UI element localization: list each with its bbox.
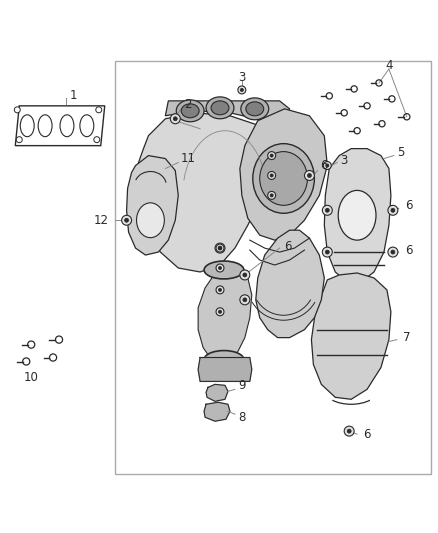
Circle shape bbox=[218, 246, 222, 250]
Ellipse shape bbox=[176, 100, 204, 122]
Ellipse shape bbox=[181, 104, 199, 118]
Polygon shape bbox=[324, 149, 391, 282]
Text: 6: 6 bbox=[405, 244, 413, 256]
Polygon shape bbox=[138, 113, 270, 272]
Text: 1: 1 bbox=[69, 90, 77, 102]
Text: 3: 3 bbox=[340, 154, 348, 167]
Circle shape bbox=[243, 298, 247, 302]
Text: 11: 11 bbox=[181, 152, 196, 165]
Text: 6: 6 bbox=[405, 199, 413, 212]
Circle shape bbox=[322, 205, 332, 215]
Bar bbox=[115, 61, 431, 474]
Circle shape bbox=[391, 208, 395, 212]
Circle shape bbox=[238, 86, 246, 94]
Ellipse shape bbox=[241, 98, 268, 120]
Ellipse shape bbox=[137, 203, 164, 238]
Polygon shape bbox=[204, 402, 230, 421]
Circle shape bbox=[268, 151, 276, 159]
Circle shape bbox=[307, 173, 311, 177]
Circle shape bbox=[96, 107, 102, 113]
Ellipse shape bbox=[253, 144, 314, 213]
Circle shape bbox=[122, 215, 131, 225]
Text: 12: 12 bbox=[94, 214, 109, 227]
Circle shape bbox=[325, 250, 329, 254]
Circle shape bbox=[243, 273, 247, 277]
Circle shape bbox=[219, 288, 222, 292]
Ellipse shape bbox=[211, 101, 229, 115]
Circle shape bbox=[344, 426, 354, 436]
Ellipse shape bbox=[260, 151, 307, 205]
Text: 9: 9 bbox=[238, 379, 246, 392]
Circle shape bbox=[94, 136, 100, 143]
Circle shape bbox=[391, 250, 395, 254]
Text: 10: 10 bbox=[24, 371, 39, 384]
Circle shape bbox=[268, 191, 276, 199]
Circle shape bbox=[325, 208, 329, 212]
Circle shape bbox=[216, 244, 224, 252]
Text: 6: 6 bbox=[363, 427, 371, 441]
Ellipse shape bbox=[206, 97, 234, 119]
Circle shape bbox=[268, 172, 276, 180]
Text: 4: 4 bbox=[385, 59, 392, 71]
Circle shape bbox=[347, 429, 351, 433]
Polygon shape bbox=[256, 230, 324, 337]
Circle shape bbox=[173, 117, 177, 121]
Circle shape bbox=[270, 154, 273, 157]
Polygon shape bbox=[198, 268, 252, 361]
Polygon shape bbox=[206, 384, 228, 401]
Circle shape bbox=[270, 194, 273, 197]
Ellipse shape bbox=[204, 351, 244, 368]
Ellipse shape bbox=[246, 102, 264, 116]
Polygon shape bbox=[198, 358, 252, 382]
Circle shape bbox=[219, 310, 222, 313]
Circle shape bbox=[215, 243, 225, 253]
Circle shape bbox=[216, 286, 224, 294]
Text: 3: 3 bbox=[238, 71, 246, 85]
Circle shape bbox=[219, 266, 222, 270]
Circle shape bbox=[322, 247, 332, 257]
Circle shape bbox=[388, 205, 398, 215]
Ellipse shape bbox=[204, 261, 244, 279]
Circle shape bbox=[170, 114, 180, 124]
Circle shape bbox=[270, 174, 273, 177]
Text: 8: 8 bbox=[238, 411, 246, 424]
Circle shape bbox=[124, 218, 129, 222]
Circle shape bbox=[326, 164, 329, 167]
Text: 5: 5 bbox=[397, 146, 405, 159]
Circle shape bbox=[219, 246, 222, 249]
Circle shape bbox=[240, 295, 250, 305]
Text: 2: 2 bbox=[184, 99, 192, 111]
Circle shape bbox=[323, 161, 331, 169]
Circle shape bbox=[216, 264, 224, 272]
Polygon shape bbox=[165, 101, 290, 126]
Text: 6: 6 bbox=[284, 240, 291, 253]
Ellipse shape bbox=[338, 190, 376, 240]
Circle shape bbox=[304, 171, 314, 181]
Circle shape bbox=[216, 308, 224, 316]
Circle shape bbox=[16, 136, 22, 143]
Circle shape bbox=[240, 270, 250, 280]
Text: 6: 6 bbox=[321, 159, 328, 172]
Circle shape bbox=[14, 107, 20, 113]
Circle shape bbox=[240, 88, 244, 92]
Polygon shape bbox=[240, 109, 327, 240]
Circle shape bbox=[388, 247, 398, 257]
Polygon shape bbox=[127, 156, 178, 255]
Text: 7: 7 bbox=[403, 331, 410, 344]
Polygon shape bbox=[311, 273, 391, 399]
